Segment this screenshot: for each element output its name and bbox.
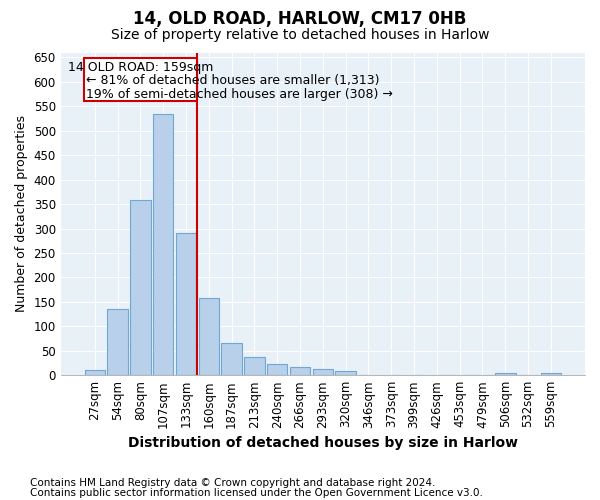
Text: 19% of semi-detached houses are larger (308) →: 19% of semi-detached houses are larger (… <box>86 88 393 101</box>
Bar <box>176 234 196 375</box>
Bar <box>199 298 219 375</box>
Text: ← 81% of detached houses are smaller (1,313): ← 81% of detached houses are smaller (1,… <box>86 74 380 86</box>
Bar <box>495 373 515 375</box>
Text: 14 OLD ROAD: 159sqm: 14 OLD ROAD: 159sqm <box>68 61 213 74</box>
Text: Contains public sector information licensed under the Open Government Licence v3: Contains public sector information licen… <box>30 488 483 498</box>
FancyBboxPatch shape <box>84 58 197 102</box>
Y-axis label: Number of detached properties: Number of detached properties <box>15 116 28 312</box>
Text: Size of property relative to detached houses in Harlow: Size of property relative to detached ho… <box>111 28 489 42</box>
Text: Contains HM Land Registry data © Crown copyright and database right 2024.: Contains HM Land Registry data © Crown c… <box>30 478 436 488</box>
Bar <box>107 309 128 375</box>
Bar <box>244 356 265 375</box>
Bar <box>267 364 287 375</box>
Bar <box>335 371 356 375</box>
Bar <box>153 114 173 375</box>
Bar <box>290 368 310 375</box>
Bar <box>541 373 561 375</box>
Bar <box>313 369 333 375</box>
Bar <box>130 200 151 375</box>
Bar <box>221 344 242 375</box>
X-axis label: Distribution of detached houses by size in Harlow: Distribution of detached houses by size … <box>128 436 518 450</box>
Bar <box>85 370 105 375</box>
Text: 14, OLD ROAD, HARLOW, CM17 0HB: 14, OLD ROAD, HARLOW, CM17 0HB <box>133 10 467 28</box>
